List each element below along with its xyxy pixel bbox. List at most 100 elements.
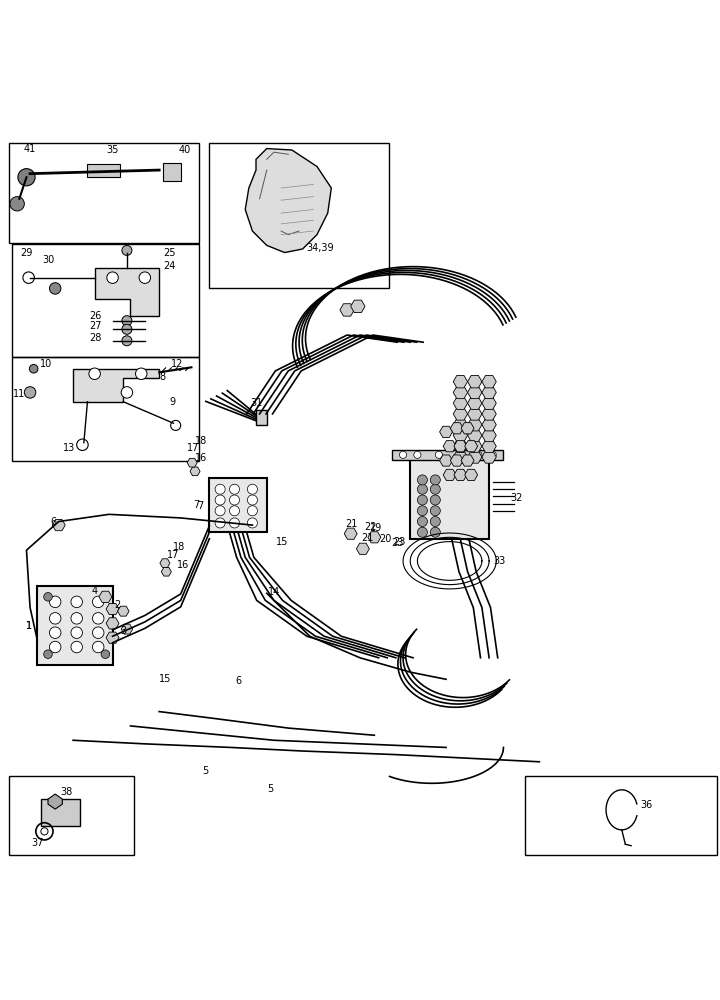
Text: 41: 41	[24, 144, 36, 154]
Polygon shape	[453, 397, 467, 409]
Circle shape	[18, 169, 35, 186]
Polygon shape	[440, 455, 453, 466]
Polygon shape	[482, 440, 496, 452]
Circle shape	[50, 627, 61, 638]
Circle shape	[122, 336, 132, 346]
Text: 37: 37	[31, 838, 43, 848]
Polygon shape	[453, 440, 467, 452]
Polygon shape	[99, 591, 112, 602]
Polygon shape	[246, 149, 331, 253]
Circle shape	[489, 451, 496, 458]
Circle shape	[101, 650, 109, 659]
Text: 17: 17	[167, 550, 180, 560]
Circle shape	[44, 650, 53, 659]
Circle shape	[418, 475, 428, 485]
Text: 23: 23	[393, 537, 405, 547]
Polygon shape	[464, 441, 477, 452]
Circle shape	[122, 316, 132, 326]
Text: 16: 16	[176, 560, 189, 570]
Polygon shape	[187, 458, 197, 467]
Text: 1: 1	[26, 621, 32, 631]
Polygon shape	[453, 386, 467, 399]
Circle shape	[215, 506, 225, 516]
Text: 35: 35	[107, 145, 119, 155]
Bar	[87, 164, 120, 177]
Polygon shape	[467, 375, 482, 388]
Text: 33: 33	[494, 556, 506, 566]
Circle shape	[135, 368, 147, 380]
Polygon shape	[344, 528, 357, 539]
Circle shape	[215, 518, 225, 528]
Text: 22: 22	[364, 522, 377, 532]
Polygon shape	[482, 429, 496, 442]
Circle shape	[400, 451, 407, 458]
Text: 19: 19	[370, 523, 382, 533]
Polygon shape	[482, 375, 496, 388]
Polygon shape	[117, 606, 129, 616]
Text: 24: 24	[163, 261, 176, 271]
Text: 11: 11	[13, 389, 25, 399]
Circle shape	[431, 475, 441, 485]
Polygon shape	[464, 469, 477, 480]
Bar	[163, 163, 181, 181]
Polygon shape	[453, 375, 467, 388]
Circle shape	[24, 387, 36, 398]
Polygon shape	[454, 469, 467, 480]
Polygon shape	[48, 794, 63, 809]
Circle shape	[248, 506, 258, 516]
Polygon shape	[121, 624, 132, 634]
Circle shape	[248, 495, 258, 505]
Text: 32: 32	[510, 493, 523, 503]
Circle shape	[418, 527, 428, 537]
Polygon shape	[356, 543, 369, 554]
Circle shape	[71, 641, 82, 653]
Polygon shape	[94, 268, 159, 316]
Polygon shape	[351, 300, 365, 313]
Text: 34,39: 34,39	[307, 243, 334, 253]
Circle shape	[44, 593, 53, 601]
Polygon shape	[453, 451, 467, 463]
Polygon shape	[410, 457, 489, 539]
Circle shape	[50, 596, 61, 608]
Circle shape	[71, 613, 82, 624]
Text: 8: 8	[160, 372, 166, 382]
Circle shape	[50, 641, 61, 653]
Polygon shape	[482, 451, 496, 463]
Polygon shape	[73, 369, 159, 402]
Circle shape	[121, 387, 132, 398]
Polygon shape	[482, 397, 496, 409]
Text: 18: 18	[173, 542, 185, 552]
Polygon shape	[106, 603, 119, 615]
Circle shape	[418, 516, 428, 527]
Polygon shape	[440, 426, 453, 437]
Text: 25: 25	[163, 248, 176, 258]
Text: 3: 3	[120, 626, 127, 636]
Polygon shape	[467, 397, 482, 409]
Polygon shape	[467, 440, 482, 452]
Polygon shape	[368, 532, 381, 543]
Text: 2: 2	[114, 600, 121, 610]
Polygon shape	[160, 559, 170, 567]
Polygon shape	[256, 410, 267, 425]
Polygon shape	[454, 441, 467, 452]
Circle shape	[101, 593, 109, 601]
Bar	[41, 799, 81, 826]
Circle shape	[431, 495, 441, 505]
Text: 13: 13	[63, 443, 76, 453]
Circle shape	[92, 627, 104, 638]
Text: 9: 9	[169, 397, 175, 407]
Circle shape	[436, 451, 443, 458]
Text: 5: 5	[267, 784, 274, 794]
Text: 21: 21	[361, 533, 374, 543]
Polygon shape	[482, 408, 496, 420]
Circle shape	[230, 484, 240, 494]
Circle shape	[230, 506, 240, 516]
Circle shape	[89, 368, 100, 380]
Circle shape	[215, 484, 225, 494]
Circle shape	[107, 272, 118, 283]
Circle shape	[418, 495, 428, 505]
Polygon shape	[467, 386, 482, 399]
Text: 16: 16	[194, 453, 207, 463]
Circle shape	[92, 596, 104, 608]
Text: 15: 15	[276, 537, 289, 547]
